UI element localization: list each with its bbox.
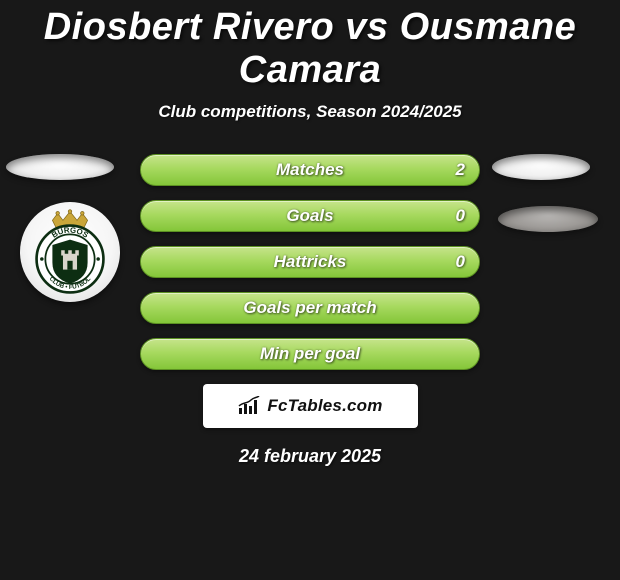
- stat-label: Goals per match: [243, 298, 376, 318]
- player-left-ellipse: [6, 154, 114, 180]
- stat-label: Min per goal: [260, 344, 360, 364]
- page-subtitle: Club competitions, Season 2024/2025: [0, 102, 620, 122]
- stat-label: Matches: [276, 160, 344, 180]
- club-badge: BURGOS CLUB • FUTBOL: [20, 202, 120, 302]
- comparison-stage: BURGOS CLUB • FUTBOL Matches 2: [0, 154, 620, 467]
- stat-row-hattricks: Hattricks 0: [140, 246, 480, 278]
- stat-row-goals: Goals 0: [140, 200, 480, 232]
- stat-value: 0: [456, 206, 465, 226]
- stat-row-matches: Matches 2: [140, 154, 480, 186]
- date-stamp: 24 february 2025: [0, 446, 620, 467]
- stat-row-min-per-goal: Min per goal: [140, 338, 480, 370]
- chart-icon: [237, 396, 261, 416]
- stat-value: 0: [456, 252, 465, 272]
- brand-watermark: FcTables.com: [203, 384, 418, 428]
- brand-text: FcTables.com: [267, 396, 382, 416]
- page-title: Diosbert Rivero vs Ousmane Camara: [0, 0, 620, 92]
- stat-label: Hattricks: [274, 252, 347, 272]
- stat-label: Goals: [286, 206, 333, 226]
- stat-bars: Matches 2 Goals 0 Hattricks 0 Goals per …: [140, 154, 480, 370]
- stat-row-goals-per-match: Goals per match: [140, 292, 480, 324]
- player-right-ellipse-1: [492, 154, 590, 180]
- player-right-ellipse-2: [498, 206, 598, 232]
- stat-value: 2: [456, 160, 465, 180]
